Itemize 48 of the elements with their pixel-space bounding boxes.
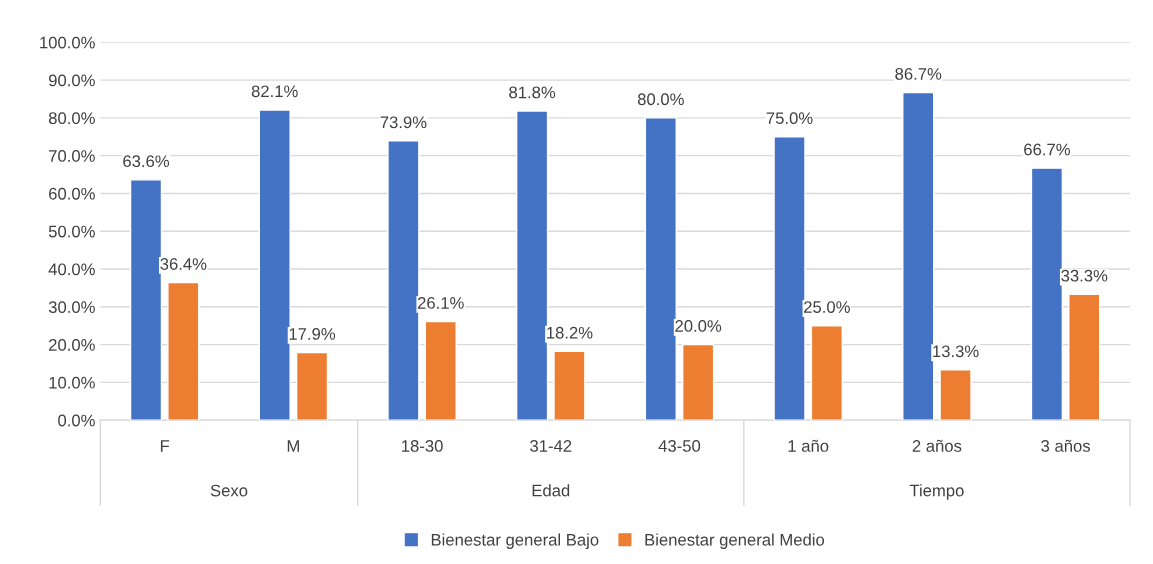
bar — [295, 351, 329, 421]
bar — [553, 350, 586, 421]
bar — [167, 281, 200, 421]
bar — [681, 343, 715, 421]
data-label: 20.0% — [675, 320, 722, 332]
data-label: 75.0% — [766, 112, 813, 125]
data-label: 82.1% — [251, 85, 298, 98]
data-label: 81.8% — [509, 86, 556, 99]
y-tick-label: 60.0% — [49, 187, 95, 200]
y-tick-label: 40.0% — [48, 263, 95, 276]
data-label: 66.7% — [1024, 143, 1070, 156]
y-tick-label: 0.0% — [58, 414, 95, 427]
bar — [424, 320, 457, 421]
bar — [1068, 293, 1101, 421]
x-tick-label: 1 año — [788, 439, 829, 452]
y-tick-label: 90.0% — [48, 74, 95, 87]
data-label: 13.3% — [933, 345, 979, 358]
y-tick-label: 20.0% — [49, 339, 95, 351]
data-label: 17.9% — [289, 328, 336, 340]
y-tick-label: 70.0% — [49, 150, 95, 162]
data-label: 25.0% — [804, 301, 850, 313]
data-label: 18.2% — [547, 326, 593, 339]
text: Edad — [532, 484, 570, 497]
data-label: 86.7% — [895, 68, 942, 80]
data-label: 73.9% — [380, 116, 427, 129]
text: Tiempo — [909, 484, 964, 500]
data-label: 63.6% — [123, 155, 170, 168]
bar — [939, 369, 972, 421]
bar — [810, 325, 843, 421]
x-tick-label: 18-30 — [402, 440, 443, 452]
y-tick-label: 10.0% — [49, 376, 95, 389]
y-tick-label: 100.0% — [40, 36, 95, 49]
y-tick-label: 50.0% — [48, 225, 95, 238]
x-tick-label: 3 años — [1041, 439, 1091, 452]
x-tick-label: 43-50 — [658, 440, 701, 452]
x-tick-label: 2 años — [912, 439, 962, 452]
legend-label: Bienestar general Medio — [645, 533, 825, 549]
x-tick-label: F — [160, 440, 170, 452]
y-tick-label: 30.0% — [48, 301, 95, 314]
data-label: 80.0% — [637, 93, 684, 106]
data-label: 33.3% — [1061, 269, 1108, 282]
data-label: 36.4% — [160, 258, 207, 270]
data-label: 26.1% — [417, 297, 464, 309]
x-tick-label: M — [287, 440, 299, 452]
x-tick-label: 31-42 — [530, 440, 572, 452]
text: Sexo — [210, 484, 248, 497]
legend-label: Bienestar general Bajo — [431, 533, 599, 549]
y-tick-label: 80.0% — [48, 112, 95, 125]
